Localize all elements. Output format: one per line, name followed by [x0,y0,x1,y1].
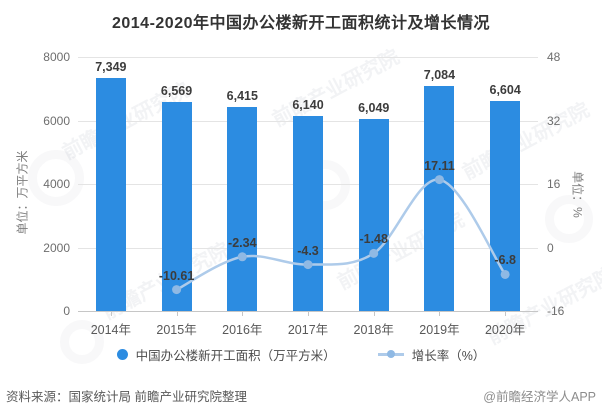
x-axis-tick [242,311,244,316]
right-axis-tick-label: 32 [547,113,561,128]
bar-value-label: 7,349 [95,59,127,74]
right-axis-title: 单位：% [570,171,585,218]
line-series-swatch-icon [377,350,404,358]
bar-2020年 [490,101,521,311]
x-axis-label: 2016年 [222,323,263,337]
gridline [78,57,538,58]
bar-value-label: 7,084 [423,68,456,83]
line-value-label: -2.34 [228,235,257,250]
line-series-marker-icon [386,350,395,358]
x-axis-label: 2019年 [419,323,460,337]
right-axis-tick-label: 48 [547,50,561,64]
x-axis-tick [176,311,178,316]
bar-value-label: 6,415 [226,89,258,104]
x-axis-tick [439,311,441,316]
left-axis-tick-label: 4000 [43,177,70,191]
legend-item-bar-series: 中国办公楼新开工面积（万平方米） [116,345,336,364]
bar-2016年 [227,107,258,311]
legend: 中国办公楼新开工面积（万平方米） 增长率（%） [0,344,602,364]
right-axis-tick-label: -16 [547,304,565,318]
bar-2017年 [293,116,323,311]
line-value-label: -6.8 [494,253,516,268]
bar-series-label: 中国办公楼新开工面积（万平方米） [135,348,336,363]
x-axis-label: 2018年 [353,323,394,337]
bar-2018年 [358,118,389,311]
line-series-label: 增长率（%） [411,348,486,363]
x-axis-tick [110,311,112,316]
x-axis-label: 2020年 [484,323,526,337]
bar-series-swatch-icon [116,348,128,360]
x-axis-label: 2014年 [90,323,131,337]
credit-text: @前瞻经济学人APP [483,390,596,404]
footer: 资料来源：国家统计局 前瞻产业研究院整理 @前瞻经济学人APP [6,386,596,405]
x-axis-tick [505,311,507,316]
left-axis-tick-label: 6000 [43,113,70,128]
line-value-label: -4.3 [297,243,319,258]
chart-title: 2014-2020年中国办公楼新开工面积统计及增长情况 [111,15,491,32]
right-axis-tick-label: 16 [547,177,561,191]
left-axis-title: 单位：万平方米 [15,150,30,235]
line-value-label: 17.11 [424,158,455,173]
source-text: 资料来源：国家统计局 前瞻产业研究院整理 [6,390,247,404]
bar-value-label: 6,049 [358,100,390,115]
x-axis-label: 2017年 [287,323,329,337]
x-axis-label: 2015年 [156,323,197,337]
left-axis-tick-label: 0 [63,304,70,318]
bar-value-label: 6,140 [292,98,324,113]
legend-item-line-series: 增长率（%） [377,345,486,364]
left-axis-tick-label: 8000 [43,50,70,64]
line-value-label: -1.48 [359,232,388,247]
bar-2014年 [95,77,126,311]
left-axis-tick-label: 2000 [43,240,70,255]
bar-value-label: 6,604 [489,83,521,98]
x-axis-tick [308,311,309,316]
right-axis-tick-label: 0 [547,240,554,255]
line-value-label: -10.61 [158,268,195,283]
x-axis-tick [373,311,375,316]
bar-value-label: 6,569 [160,84,193,99]
bar-2019年 [424,86,455,311]
